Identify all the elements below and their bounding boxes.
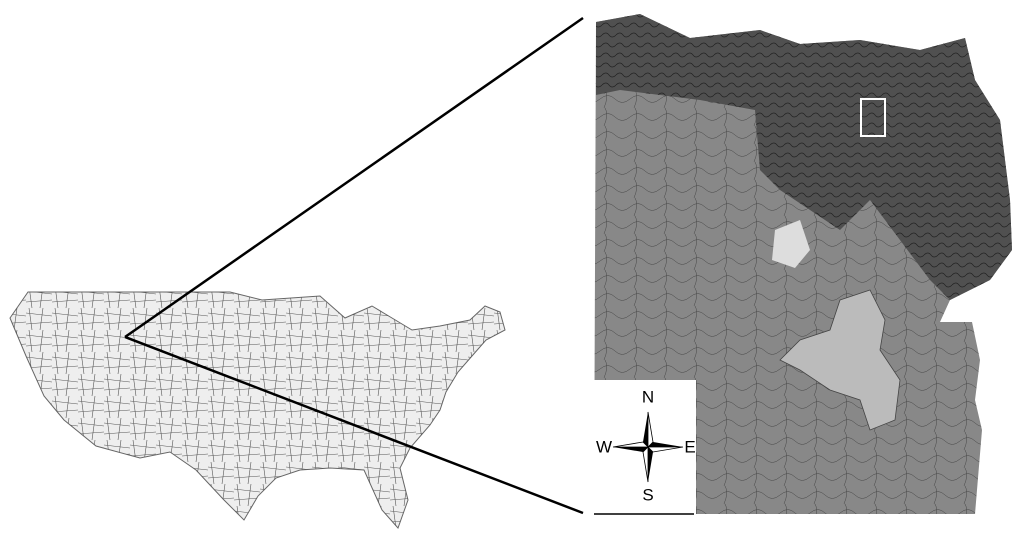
road-network: [10, 292, 505, 528]
compass-label: E: [684, 437, 695, 456]
compass-label: W: [596, 437, 612, 456]
map-figure: N S E W: [0, 0, 1021, 534]
inset-map: [590, 14, 1012, 514]
compass-label: S: [642, 485, 653, 504]
compass-label: N: [642, 387, 654, 406]
zoom-line: [125, 18, 583, 337]
us-map: [10, 292, 505, 528]
